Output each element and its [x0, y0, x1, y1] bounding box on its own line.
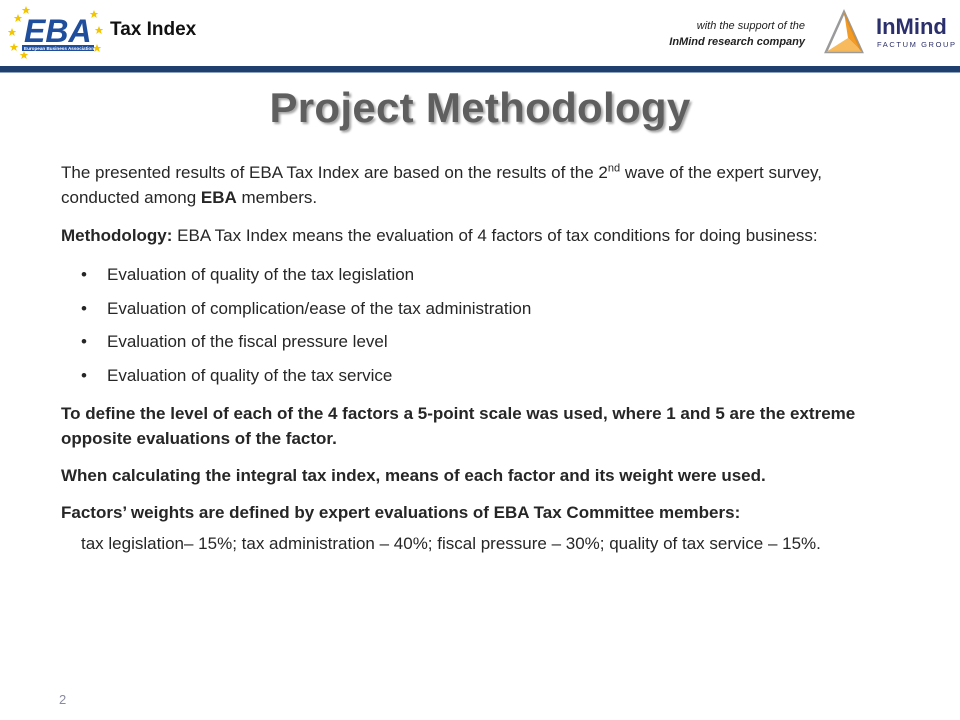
weights-heading: Factors’ weights are defined by expert e…	[61, 503, 741, 522]
methodology-label: Methodology:	[61, 226, 173, 245]
calculation-note: When calculating the integral tax index,…	[61, 466, 766, 485]
tax-index-label: Tax Index	[110, 19, 197, 40]
page-title: Project Methodology	[269, 84, 691, 131]
svg-text:European Business Association: European Business Association	[24, 46, 94, 51]
intro-paragraph: The presented results of EBA Tax Index a…	[61, 162, 823, 207]
slide-body: The presented results of EBA Tax Index a…	[61, 160, 901, 556]
scale-note: To define the level of each of the 4 fac…	[61, 404, 856, 448]
support-note: with the support of the InMind research …	[669, 18, 805, 50]
list-item: • Evaluation of quality of the tax legisl…	[81, 265, 415, 284]
support-line-2: InMind research company	[669, 36, 805, 48]
weights-text: tax legislation– 15%; tax administration…	[81, 534, 821, 553]
inmind-logo: InMind FACTUM GROUP	[824, 8, 956, 54]
eba-logo: EBA European Business Association	[8, 6, 104, 59]
support-line-1: with the support of the	[696, 20, 805, 32]
methodology-paragraph: Methodology: EBA Tax Index means the eva…	[61, 226, 818, 245]
svg-text:EBA: EBA	[24, 13, 92, 49]
svg-text:FACTUM GROUP: FACTUM GROUP	[877, 40, 956, 49]
svg-text:InMind: InMind	[876, 14, 947, 39]
list-item: • Evaluation of the fiscal pressure level	[81, 332, 388, 351]
list-item: • Evaluation of complication/ease of the …	[81, 298, 532, 318]
header: EBA European Business Association Tax In…	[0, 0, 960, 66]
header-rule	[0, 66, 960, 73]
factor-list: • Evaluation of quality of the tax legisl…	[61, 262, 901, 396]
page-number: 2	[59, 692, 67, 707]
list-item: • Evaluation of quality of the tax servic…	[81, 365, 393, 385]
